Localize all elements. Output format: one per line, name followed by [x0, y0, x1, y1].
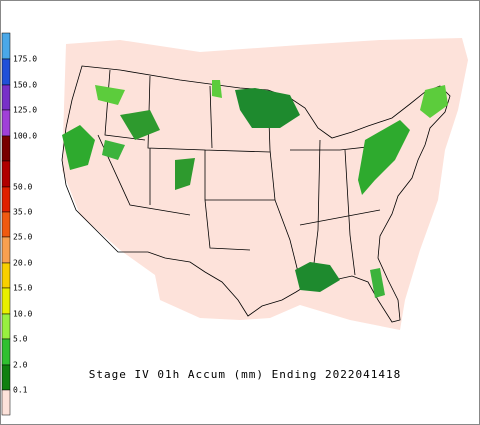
legend-label: 10.0 — [13, 310, 32, 319]
coverage-area — [62, 38, 468, 330]
legend-strip — [1, 32, 11, 416]
legend-label: 100.0 — [13, 132, 37, 141]
legend-label: 25.0 — [13, 233, 32, 242]
state-lines — [97, 69, 386, 281]
legend-label: 0.1 — [13, 386, 28, 395]
legend-label: 2.0 — [13, 361, 28, 370]
legend-label: 125.0 — [13, 106, 37, 115]
legend-label: 5.0 — [13, 335, 28, 344]
legend-label: 150.0 — [13, 81, 37, 90]
legend-labels: 175.0 150.0 125.0 100.0 50.0 35.0 25.0 20.0 15.0… — [13, 55, 37, 395]
legend-label: 175.0 — [13, 55, 37, 64]
legend-label: 15.0 — [13, 284, 32, 293]
precipitation-areas — [62, 80, 448, 298]
legend-label: 50.0 — [13, 183, 32, 192]
legend-label: 20.0 — [13, 259, 32, 268]
legend-label: 35.0 — [13, 208, 32, 217]
country-outline — [61, 65, 451, 323]
map-title: Stage IV 01h Accum (mm) Ending 202204141… — [89, 368, 402, 381]
